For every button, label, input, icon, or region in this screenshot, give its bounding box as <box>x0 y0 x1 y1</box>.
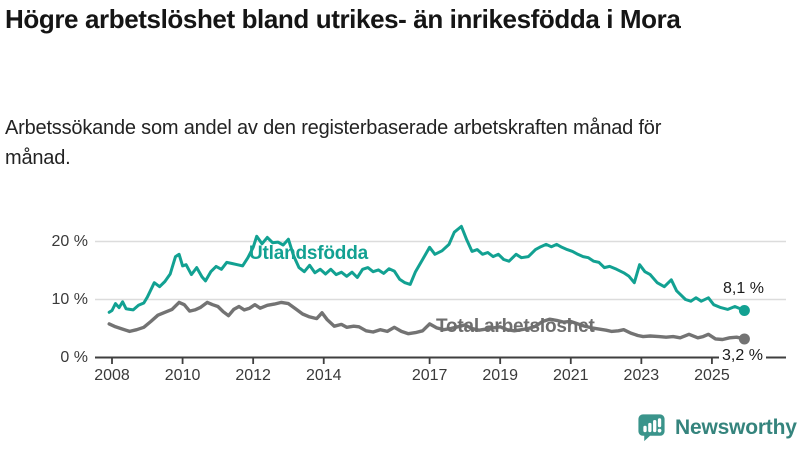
logo-text: Newsworthy <box>675 415 797 439</box>
series-line-1 <box>107 300 747 342</box>
series-line-0 <box>107 224 746 314</box>
x-tick-label-2017: 2017 <box>411 367 448 384</box>
y-tick-label-0: 0 % <box>60 348 88 366</box>
x-tick-label-2012: 2012 <box>235 367 271 384</box>
x-tick-label-2023: 2023 <box>623 367 660 384</box>
x-tick-label-2019: 2019 <box>482 367 518 384</box>
x-tick-label-2010: 2010 <box>164 367 201 384</box>
bar-chart-speech-bubble-icon <box>638 414 665 442</box>
x-tick-label-2021: 2021 <box>552 367 589 384</box>
y-tick-label-20: 20 % <box>51 232 88 250</box>
x-tick-label-2014: 2014 <box>305 367 342 384</box>
end-value-label-total: 3,2 % <box>719 347 766 365</box>
y-tick-label-10: 10 % <box>51 290 88 308</box>
chart-subtitle: Arbetssökande som andel av den registerb… <box>5 117 662 169</box>
end-value-label-utlandsfodda: 8,1 % <box>723 280 764 297</box>
chart-title: Högre arbetslöshet bland utrikes- än inr… <box>5 4 681 34</box>
newsworthy-logo[interactable]: Newsworthy <box>636 412 797 443</box>
series-label-total-arbetsloshet: Total arbetslöshet <box>436 316 595 337</box>
series-end-dot-0 <box>738 305 750 317</box>
series-label-utlandsfodda: Utlandsfödda <box>249 243 368 264</box>
x-tick-label-2008: 2008 <box>94 367 130 384</box>
x-tick-label-2025: 2025 <box>694 367 730 384</box>
series-end-dot-1 <box>738 333 750 345</box>
